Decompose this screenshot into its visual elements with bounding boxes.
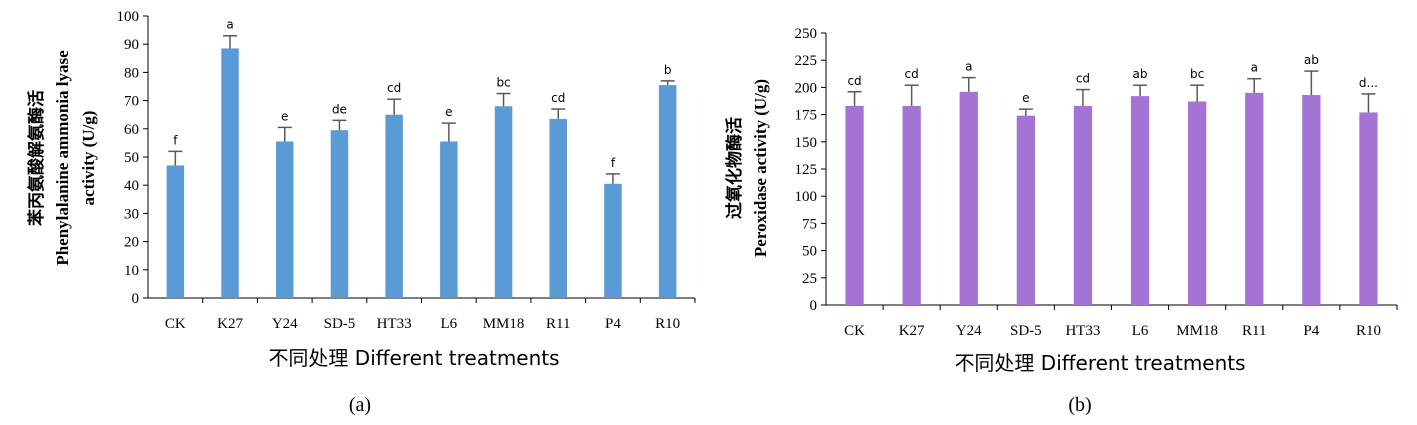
chart-b-xlabel: 不同处理 Different treatments (954, 351, 1245, 375)
chart-a-bar-5 (440, 141, 458, 298)
chart-a-letter-8: f (611, 156, 616, 170)
chart-b-category-label-7: R11 (1242, 323, 1266, 339)
chart-b-letter-5: ab (1133, 67, 1148, 81)
chart-b-ylabel-line-2: Peroxidase activity (U/g) (751, 79, 770, 257)
chart-a-category-label-3: SD-5 (324, 316, 356, 332)
chart-a-ytick-label-10: 100 (117, 9, 140, 25)
chart-a-letter-9: b (664, 63, 672, 77)
chart-b-letter-8: ab (1304, 53, 1319, 67)
chart-b-bar-2 (959, 91, 978, 305)
chart-a-ytick-label-3: 30 (124, 206, 139, 222)
chart-a-bar-7 (549, 118, 568, 299)
chart-a-bar-2 (275, 141, 294, 298)
chart-b-category-label-8: P4 (1303, 323, 1319, 339)
chart-b-letter-4: cd (1076, 72, 1090, 86)
chart-b-ytick-label-0: 0 (810, 298, 818, 314)
chart-a-xlabel: 不同处理 Different treatments (268, 346, 559, 370)
chart-b-ytick-label-6: 150 (795, 135, 818, 151)
chart-b-bar-4 (1073, 105, 1093, 306)
chart-b-letter-6: bc (1190, 67, 1204, 81)
chart-a-ylabel-line-3: activity (U/g) (79, 111, 98, 206)
chart-b-ytick-label-1: 25 (802, 271, 817, 287)
chart-a-bar-3 (330, 130, 349, 298)
chart-a-bar-4 (385, 114, 403, 298)
chart-a-ytick-label-5: 50 (124, 150, 139, 166)
chart-a-bar-1 (221, 48, 239, 299)
chart-b-ytick-label-7: 175 (795, 108, 818, 124)
chart-a-letter-2: e (281, 109, 288, 123)
chart-b-ytick-label-2: 50 (802, 244, 817, 260)
chart-b-ytick-label-9: 225 (795, 53, 818, 69)
chart-b-bar-0 (845, 105, 864, 306)
chart-a-ytick-label-6: 60 (124, 122, 139, 138)
chart-b-ylabel-line-1: 过氧化物酶活 (724, 117, 744, 219)
chart-a-letter-4: cd (387, 81, 401, 95)
chart-b-category-label-3: SD-5 (1010, 323, 1042, 339)
chart-b-category-label-6: MM18 (1176, 323, 1218, 339)
chart-a-category-label-8: P4 (605, 316, 621, 332)
chart-a-category-label-2: Y24 (272, 316, 298, 332)
chart-b-category-label-4: HT33 (1065, 323, 1100, 339)
chart-b-ytick-label-10: 250 (795, 26, 818, 42)
chart-b-letter-1: cd (905, 67, 919, 81)
chart-a-ytick-label-1: 10 (124, 263, 139, 279)
chart-b-bar-6 (1188, 101, 1207, 305)
chart-b-category-label-1: K27 (899, 323, 925, 339)
chart-b-bar-9 (1359, 112, 1378, 305)
chart-a-category-label-9: R10 (655, 316, 680, 332)
chart-a-ytick-label-4: 40 (124, 178, 139, 194)
chart-b-letter-3: e (1022, 91, 1029, 105)
chart-a-letter-3: de (332, 102, 347, 116)
chart-b-category-label-9: R10 (1356, 323, 1381, 339)
chart-b-bar-1 (902, 105, 921, 306)
chart-a-category-label-0: CK (165, 316, 186, 332)
chart-b-category-label-2: Y24 (956, 323, 982, 339)
chart-b-letter-2: a (965, 60, 972, 74)
chart-a-letter-1: a (226, 18, 233, 32)
chart-b-ytick-label-3: 75 (802, 216, 817, 232)
chart-a-ytick-label-0: 0 (132, 291, 140, 307)
chart-a-category-label-6: MM18 (483, 316, 525, 332)
chart-a-category-label-7: R11 (546, 316, 570, 332)
chart-b-bar-3 (1016, 115, 1035, 305)
chart-a-letter-5: e (445, 105, 452, 119)
chart-a-ytick-label-8: 80 (124, 65, 139, 81)
chart-b-category-label-5: L6 (1132, 323, 1149, 339)
chart-a-bar-9 (658, 85, 677, 298)
chart-a-category-label-4: HT33 (377, 316, 412, 332)
chart-a-panel-label: (a) (349, 394, 371, 416)
chart-a-category-label-1: K27 (217, 316, 243, 332)
chart-a-letter-7: cd (551, 91, 565, 105)
chart-b-letter-9: d... (1359, 76, 1378, 90)
chart-b-category-label-0: CK (844, 323, 865, 339)
chart-a-bar-8 (604, 183, 622, 298)
chart-b-ytick-label-8: 200 (795, 80, 818, 96)
chart-a-bar-6 (494, 106, 513, 299)
chart-a-ytick-label-9: 90 (124, 37, 139, 53)
chart-b-bar-7 (1245, 92, 1264, 305)
chart-a-letter-6: bc (496, 76, 510, 90)
chart-b-ytick-label-4: 100 (795, 189, 818, 205)
chart-a-ytick-label-7: 70 (124, 94, 139, 110)
chart-a: 苯丙氨酸解氨酶活 Phenylalanine ammonia lyase act… (26, 9, 696, 416)
chart-b-ytick-label-5: 125 (795, 162, 818, 178)
chart-b-letter-0: cd (847, 74, 861, 88)
chart-b-bar-5 (1130, 96, 1150, 305)
chart-a-letter-0: f (173, 133, 178, 147)
chart-a-ytick-label-2: 20 (124, 235, 139, 251)
chart-a-ylabel-line-1: 苯丙氨酸解氨酶活 (26, 90, 46, 227)
chart-a-bar-0 (166, 165, 185, 298)
chart-b-letter-7: a (1251, 61, 1258, 75)
chart-a-ylabel-line-2: Phenylalanine ammonia lyase (53, 50, 72, 266)
chart-b-panel-label: (b) (1068, 394, 1091, 416)
chart-b: 过氧化物酶活 Peroxidase activity (U/g) 不同处理 Di… (724, 26, 1398, 416)
chart-b-bar-8 (1302, 95, 1321, 306)
chart-a-category-label-5: L6 (441, 316, 458, 332)
